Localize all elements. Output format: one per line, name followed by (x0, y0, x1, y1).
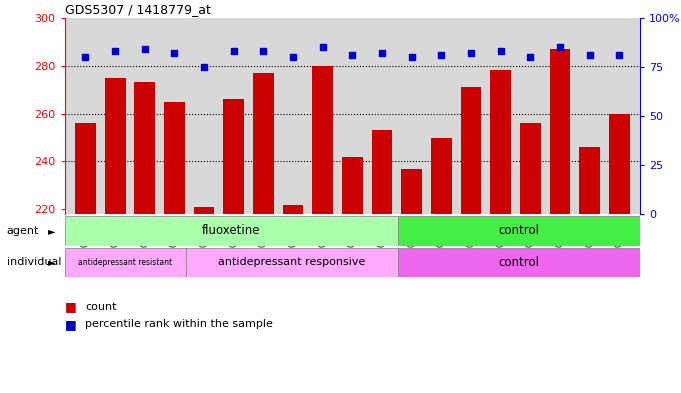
Text: count: count (85, 301, 116, 312)
Bar (313, 66, 333, 214)
Bar (164, 101, 185, 214)
Text: control: control (498, 224, 539, 237)
Bar (65, 248, 186, 277)
Point (554, 44, 565, 50)
Bar (580, 147, 600, 214)
Point (377, 50, 387, 56)
Bar (193, 207, 215, 214)
Text: GDS5307 / 1418779_at: GDS5307 / 1418779_at (65, 4, 210, 17)
Bar (253, 73, 274, 214)
Point (110, 48, 121, 54)
Bar (186, 248, 398, 277)
Bar (609, 114, 630, 214)
Point (169, 50, 180, 56)
Bar (65, 216, 398, 246)
Text: fluoxetine: fluoxetine (202, 224, 261, 237)
Point (228, 48, 239, 54)
Text: antidepressant resistant: antidepressant resistant (78, 258, 172, 267)
Point (199, 64, 210, 70)
Point (317, 44, 328, 50)
Text: control: control (498, 256, 539, 269)
Text: ►: ► (48, 226, 55, 236)
Text: antidepressant responsive: antidepressant responsive (218, 257, 366, 267)
Point (466, 50, 477, 56)
Text: agent: agent (7, 226, 39, 236)
Point (80, 54, 91, 60)
Bar (372, 130, 392, 214)
Text: ■: ■ (65, 318, 76, 331)
Bar (75, 123, 96, 214)
Point (614, 52, 625, 58)
Text: percentile rank within the sample: percentile rank within the sample (85, 319, 273, 329)
Text: individual: individual (7, 257, 61, 267)
Bar (134, 83, 155, 214)
Point (407, 54, 417, 60)
Bar (283, 205, 304, 214)
Point (584, 52, 595, 58)
Bar (460, 87, 481, 214)
Point (287, 54, 298, 60)
Point (495, 48, 506, 54)
Bar (490, 70, 511, 214)
Point (140, 46, 151, 52)
Bar (520, 123, 541, 214)
Bar (105, 77, 125, 214)
Point (347, 52, 358, 58)
Text: ■: ■ (65, 300, 76, 313)
Point (436, 52, 447, 58)
Point (525, 54, 536, 60)
Bar (398, 216, 640, 246)
Text: ►: ► (48, 257, 55, 267)
Bar (342, 157, 363, 214)
Point (258, 48, 269, 54)
Bar (550, 49, 571, 214)
Bar (431, 138, 452, 214)
Bar (398, 248, 640, 277)
Bar (401, 169, 422, 214)
Bar (223, 99, 244, 214)
